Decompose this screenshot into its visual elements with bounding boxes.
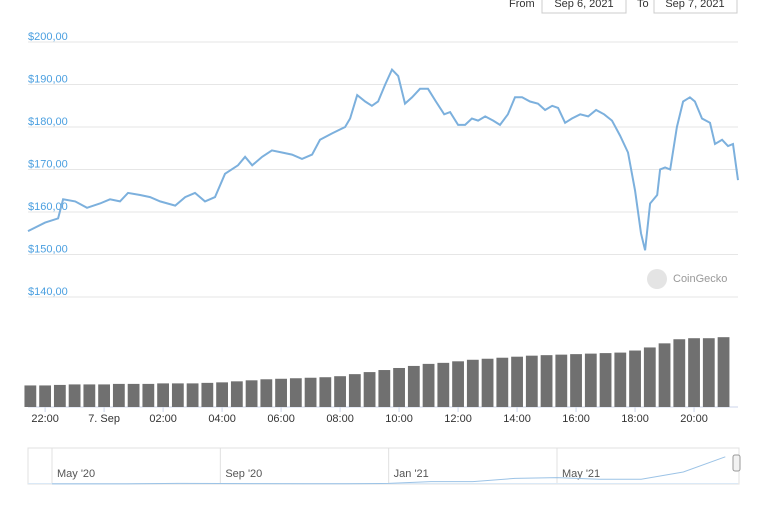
y-tick-label: $150,00 bbox=[28, 243, 68, 255]
volume-bar bbox=[260, 379, 273, 407]
volume-bar bbox=[142, 383, 155, 407]
volume-bar bbox=[230, 381, 243, 407]
volume-bar bbox=[112, 383, 125, 407]
volume-bar bbox=[39, 385, 52, 407]
volume-bar bbox=[511, 356, 523, 407]
volume-bar bbox=[717, 337, 730, 407]
volume-bar bbox=[481, 358, 494, 407]
x-tick-label: 12:00 bbox=[444, 413, 472, 425]
navigator-label: Sep '20 bbox=[225, 468, 262, 480]
volume-bar bbox=[216, 382, 228, 407]
volume-bar bbox=[452, 361, 464, 407]
to-date[interactable]: Sep 7, 2021 bbox=[665, 0, 724, 10]
x-tick-label: 20:00 bbox=[680, 413, 708, 425]
to-input[interactable] bbox=[653, 0, 738, 14]
volume-bar bbox=[348, 374, 361, 407]
watermark: CoinGecko bbox=[673, 273, 727, 285]
x-tick-label: 04:00 bbox=[208, 413, 236, 425]
navigator-frame bbox=[27, 447, 740, 485]
volume-bar bbox=[673, 339, 686, 407]
x-tick-label: 10:00 bbox=[385, 413, 413, 425]
volume-bar bbox=[68, 384, 81, 407]
volume-bar bbox=[629, 350, 641, 407]
x-tick-label: 7. Sep bbox=[88, 413, 120, 425]
volume-bar bbox=[407, 365, 420, 407]
volume-bar bbox=[24, 385, 37, 407]
price-line bbox=[52, 456, 726, 485]
x-tick-label: 18:00 bbox=[621, 413, 649, 425]
volume-bar bbox=[422, 363, 435, 407]
y-tick-label: $180,00 bbox=[28, 116, 68, 128]
y-tick-label: $140,00 bbox=[28, 286, 68, 298]
volume-bar bbox=[584, 353, 597, 407]
from-date[interactable]: Sep 6, 2021 bbox=[554, 0, 613, 10]
x-tick-label: 16:00 bbox=[562, 413, 590, 425]
volume-bar bbox=[304, 377, 317, 407]
volume-bar bbox=[555, 354, 568, 407]
from-label: From bbox=[509, 0, 535, 10]
watermark-logo bbox=[647, 269, 667, 289]
volume-bar bbox=[496, 357, 509, 407]
volume-bar bbox=[186, 383, 199, 407]
volume-bar bbox=[525, 355, 538, 407]
volume-bar bbox=[437, 362, 450, 407]
volume-bar bbox=[643, 347, 656, 407]
y-tick-label: $170,00 bbox=[28, 158, 68, 170]
volume-bar bbox=[393, 367, 405, 407]
x-tick-label: 02:00 bbox=[149, 413, 177, 425]
volume-bar bbox=[599, 353, 612, 407]
volume-bar bbox=[171, 383, 184, 407]
x-tick-label: 06:00 bbox=[267, 413, 295, 425]
navigator-label: Jan '21 bbox=[394, 468, 429, 480]
volume-bar bbox=[127, 383, 140, 407]
to-label: To bbox=[637, 0, 649, 10]
volume-bar bbox=[466, 359, 479, 407]
price-line bbox=[27, 67, 739, 251]
volume-bar bbox=[289, 378, 302, 407]
x-tick-label: 22:00 bbox=[31, 413, 59, 425]
volume-bar bbox=[702, 338, 715, 407]
navigator-handle[interactable] bbox=[732, 454, 741, 472]
volume-bar bbox=[688, 338, 700, 407]
volume-bar bbox=[540, 355, 553, 407]
y-tick-label: $190,00 bbox=[28, 73, 68, 85]
navigator-label: May '21 bbox=[562, 468, 600, 480]
y-tick-label: $160,00 bbox=[28, 201, 68, 213]
volume-bar bbox=[201, 382, 214, 407]
x-tick-label: 14:00 bbox=[503, 413, 531, 425]
volume-bar bbox=[378, 370, 391, 407]
volume-bar bbox=[245, 380, 258, 407]
volume-bar bbox=[319, 377, 332, 407]
volume-bar bbox=[658, 343, 671, 407]
volume-bar bbox=[334, 376, 346, 407]
volume-bar bbox=[275, 378, 287, 407]
volume-bar bbox=[570, 354, 582, 407]
x-tick-label: 08:00 bbox=[326, 413, 354, 425]
volume-bar bbox=[614, 352, 627, 407]
volume-bar bbox=[53, 384, 66, 407]
volume-bar bbox=[363, 372, 376, 407]
from-input[interactable] bbox=[541, 0, 627, 14]
volume-bar bbox=[83, 384, 96, 407]
navigator-label: May '20 bbox=[57, 468, 95, 480]
y-tick-label: $200,00 bbox=[28, 31, 68, 43]
volume-bar bbox=[98, 384, 111, 407]
volume-bar bbox=[157, 383, 169, 407]
